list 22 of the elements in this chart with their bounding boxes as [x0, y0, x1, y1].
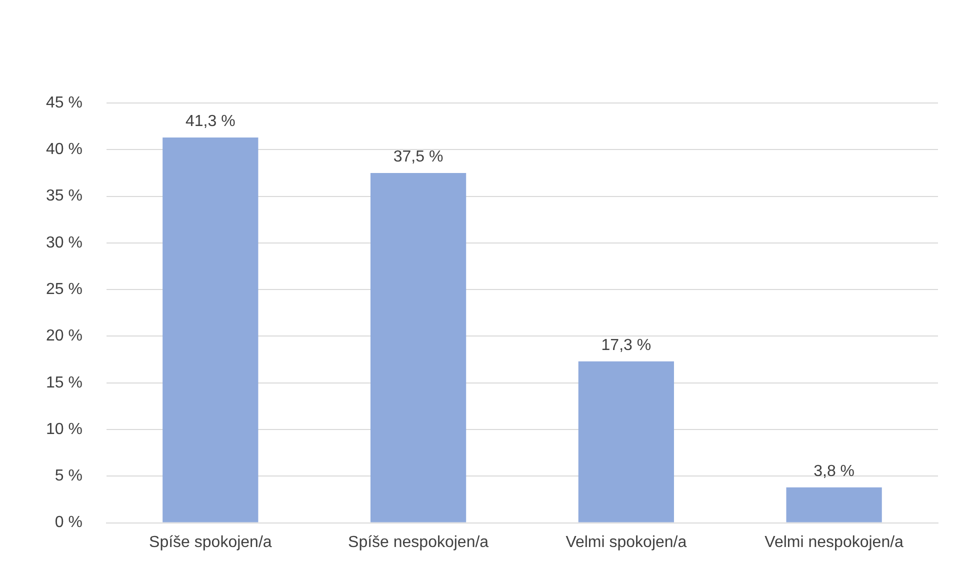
x-tick-label: Spíše spokojen/a [149, 534, 272, 551]
y-tick-label: 20 % [46, 328, 82, 345]
y-tick-label: 45 % [46, 94, 82, 112]
data-label: 41,3 % [186, 112, 236, 130]
bar [786, 487, 882, 522]
data-label: 37,5 % [393, 148, 444, 166]
x-tick-label: Velmi nespokojen/a [764, 534, 904, 551]
bar [578, 361, 674, 522]
x-tick-label: Velmi spokojen/a [566, 534, 687, 551]
y-tick-label: 10 % [46, 420, 82, 438]
y-tick-label: 30 % [46, 234, 82, 252]
bar [370, 172, 466, 522]
y-tick-label: 15 % [46, 374, 82, 392]
y-tick-label: 0 % [54, 514, 82, 532]
data-label: 17,3 % [601, 336, 652, 354]
bar [162, 138, 258, 522]
y-tick-label: 35 % [46, 188, 82, 205]
data-label: 3,8 % [814, 462, 855, 480]
x-tick-label: Spíše nespokojen/a [348, 534, 489, 551]
y-tick-label: 5 % [54, 468, 82, 485]
y-tick-label: 40 % [46, 141, 82, 158]
y-tick-label: 25 % [46, 280, 82, 298]
